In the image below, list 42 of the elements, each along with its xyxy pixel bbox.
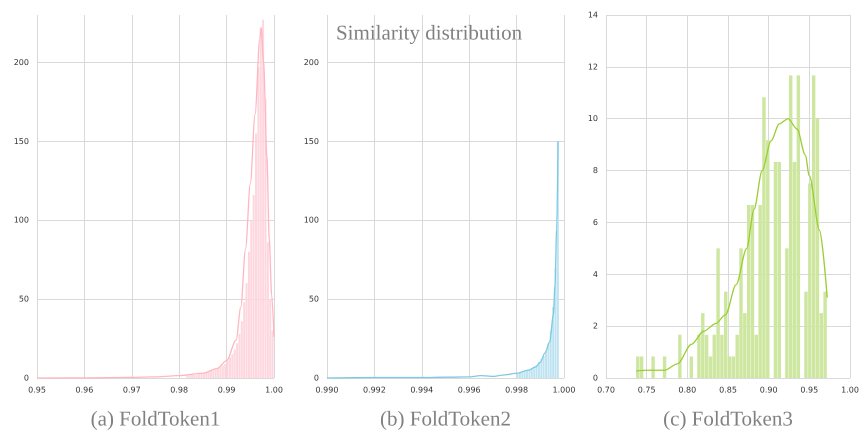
- x-tick-label: 0.80: [678, 386, 696, 394]
- x-tick-label: 0.90: [760, 386, 778, 394]
- y-tick-label: 0: [592, 374, 598, 382]
- x-tick-label: 0.99: [218, 386, 236, 394]
- x-tick-label: 1.00: [841, 386, 859, 394]
- y-tick-label: 0: [24, 374, 29, 382]
- x-axis-title: (c) FoldToken3: [663, 406, 793, 430]
- y-tick-label: 6: [592, 218, 598, 227]
- y-tick-label: 150: [14, 136, 29, 146]
- x-tick-label: 0.992: [362, 386, 386, 394]
- x-tick-label: 1.00: [265, 386, 283, 394]
- y-tick-label: 100: [14, 216, 29, 225]
- x-tick-label: 0.75: [638, 386, 656, 394]
- y-tick-label: 100: [304, 216, 319, 225]
- y-tick-label: 50: [308, 294, 319, 304]
- x-tick-label: 0.95: [800, 386, 818, 394]
- y-tick-label: 10: [588, 114, 598, 124]
- x-tick-label: 0.990: [316, 386, 338, 394]
- y-tick-label: 200: [14, 58, 29, 67]
- line-series: [326, 140, 559, 379]
- x-tick-label: 0.97: [122, 386, 141, 394]
- x-tick-label: 0.70: [597, 386, 615, 394]
- x-tick-label: 0.994: [410, 386, 434, 394]
- y-tick-label: 2: [592, 322, 598, 331]
- x-axis-title: (b) FoldToken2: [380, 406, 511, 430]
- x-tick-label: 0.96: [75, 386, 94, 394]
- y-tick-label: 4: [592, 270, 598, 279]
- x-tick-label: 0.996: [458, 386, 481, 394]
- x-tick-label: 0.98: [170, 386, 188, 394]
- x-tick-label: 0.95: [28, 386, 46, 394]
- y-tick-label: 12: [588, 62, 598, 72]
- x-axis-title: (a) FoldToken1: [90, 406, 220, 430]
- y-tick-label: 0: [314, 374, 319, 382]
- x-tick-label: 0.85: [719, 386, 737, 394]
- y-tick-label: 150: [304, 136, 319, 146]
- chart-title: Similarity distribution: [336, 20, 523, 44]
- y-tick-label: 14: [588, 10, 598, 20]
- y-tick-label: 50: [18, 294, 29, 304]
- y-tick-label: 200: [304, 58, 319, 67]
- x-tick-label: 0.998: [505, 386, 528, 394]
- y-tick-label: 8: [592, 166, 598, 176]
- x-tick-label: 1.000: [552, 386, 576, 394]
